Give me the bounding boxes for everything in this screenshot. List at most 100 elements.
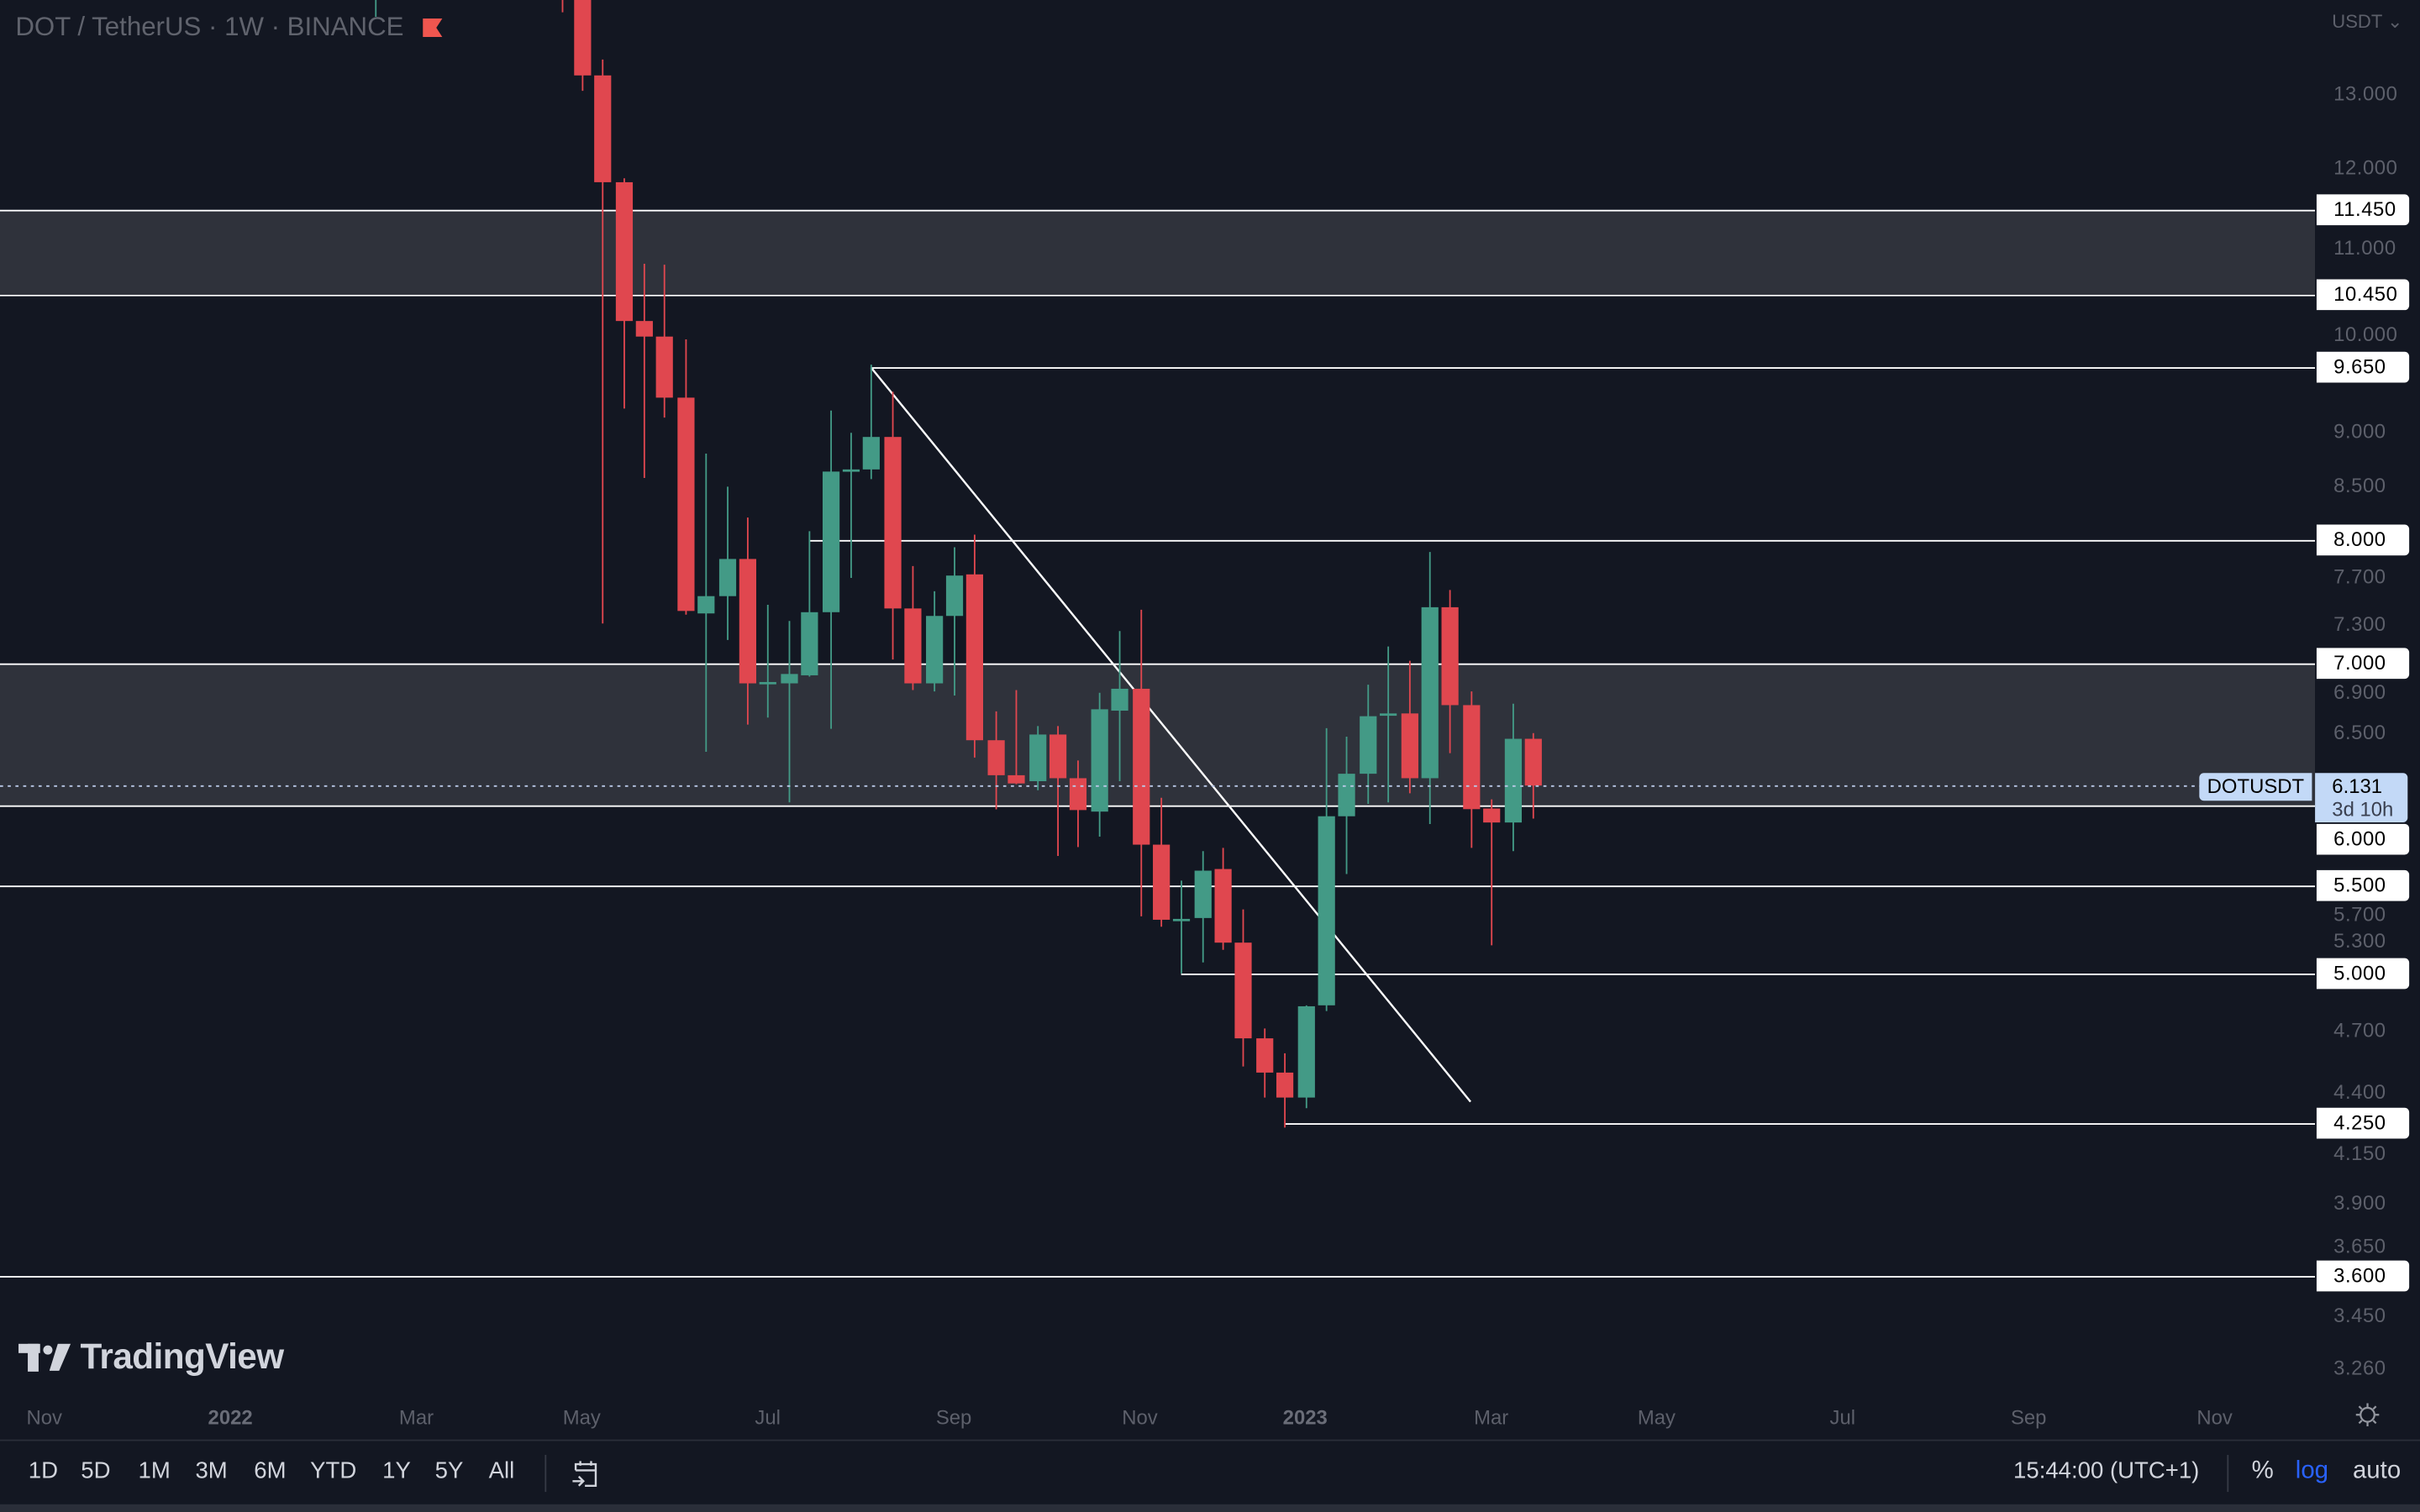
range-zone — [0, 663, 2316, 806]
tradingview-logo-icon — [18, 1342, 71, 1371]
candlestick-chart — [0, 0, 2316, 1278]
current-price-label: 6.131 3d 10h — [2315, 772, 2408, 822]
candle-body-up — [1338, 774, 1355, 816]
candle-body-down — [574, 0, 592, 76]
candle-body-up — [1421, 606, 1439, 779]
candle-body-down — [904, 608, 922, 684]
price-tick-label: 13.000 — [2333, 81, 2398, 105]
candle-body-down — [1401, 713, 1418, 779]
time-axis[interactable]: Nov 2022 Mar May Jul Sep Nov 2023 Mar May Jul Sep No… — [0, 1396, 2420, 1441]
time-tick-label: 2023 — [1282, 1405, 1328, 1429]
level-price-label: 4.250 — [2316, 1107, 2410, 1139]
candle-body-down — [1463, 705, 1481, 810]
bottom-strip — [0, 1504, 2420, 1512]
candle-body-up — [781, 674, 798, 684]
time-tick-label: Nov — [1122, 1405, 1158, 1429]
range-button-5d[interactable]: 5D — [81, 1457, 111, 1484]
time-tick-label: Jul — [1829, 1405, 1856, 1429]
candle-body-up — [1504, 738, 1523, 823]
candle-body-up — [1111, 688, 1128, 711]
range-button-1m[interactable]: 1M — [138, 1457, 171, 1484]
candle-body-up — [801, 612, 818, 675]
candle-body-up — [718, 559, 737, 596]
candle-body-up — [697, 596, 715, 614]
candle-body-up — [1091, 709, 1108, 812]
price-tick-label: 9.000 — [2333, 420, 2386, 444]
candle-body-down — [677, 397, 695, 612]
candle-body-up — [926, 616, 944, 684]
symbol-title: DOT / TetherUS · 1W · BINANCE — [15, 12, 404, 42]
range-button-all[interactable]: All — [488, 1457, 515, 1484]
price-tick-label: 8.500 — [2333, 472, 2386, 496]
gear-icon[interactable] — [2355, 1403, 2380, 1427]
time-tick-label: Jul — [755, 1405, 781, 1429]
calendar-goto-icon[interactable] — [571, 1458, 599, 1489]
candle-body-up — [759, 681, 776, 685]
price-tick-label: 5.300 — [2333, 928, 2386, 952]
level-price-label: 6.000 — [2316, 823, 2410, 855]
price-tick-label: 5.700 — [2333, 902, 2386, 927]
chart-legend: DOT / TetherUS · 1W · BINANCE — [15, 12, 443, 44]
log-scale-toggle[interactable]: log — [2295, 1457, 2329, 1484]
level-price-label: 8.000 — [2316, 524, 2410, 556]
price-tick-label: 4.700 — [2333, 1018, 2386, 1042]
candle-body-down — [594, 75, 612, 182]
bottom-toolbar: 1D 5D 1M 3M 6M YTD 1Y 5Y All 15:44:00 (UTC+1) % … — [0, 1441, 2420, 1504]
time-tick-label: 2022 — [208, 1405, 253, 1429]
candle-body-down — [655, 336, 673, 398]
candle-body-up — [842, 469, 860, 472]
candle-body-down — [1007, 774, 1025, 784]
candle-body-down — [1483, 808, 1501, 823]
tradingview-logo: TradingView — [18, 1336, 284, 1378]
candle-body-down — [635, 321, 653, 337]
candle-body-up — [1380, 713, 1397, 717]
time-tick-label: Nov — [2196, 1405, 2233, 1429]
time-tick-label: May — [1637, 1405, 1676, 1429]
range-button-1y[interactable]: 1Y — [382, 1457, 411, 1484]
range-button-1d[interactable]: 1D — [28, 1457, 59, 1484]
candle-body-down — [739, 559, 756, 684]
range-button-ytd[interactable]: YTD — [310, 1457, 357, 1484]
candle-body-up — [1360, 716, 1377, 774]
candle-body-up — [1318, 816, 1335, 1005]
chevron-down-icon: ⌄ — [2387, 10, 2403, 33]
price-tick-label: 3.900 — [2333, 1190, 2386, 1215]
chart-plot-area[interactable]: DOT / TetherUS · 1W · BINANCE TradingVie… — [0, 0, 2316, 1396]
price-tick-label: 12.000 — [2333, 155, 2398, 179]
range-button-5y[interactable]: 5Y — [434, 1457, 464, 1484]
candle-body-down — [1234, 942, 1252, 1039]
price-tick-label: 4.400 — [2333, 1079, 2386, 1103]
price-axis[interactable]: USDT ⌄ 13.000 12.000 11.000 10.000 9.000 8.50… — [2315, 0, 2420, 1396]
level-price-label: 5.500 — [2316, 869, 2410, 901]
current-price-value: 6.131 — [2332, 774, 2383, 797]
candle-body-down — [1256, 1038, 1274, 1073]
range-button-6m[interactable]: 6M — [254, 1457, 287, 1484]
time-tick-label: Mar — [398, 1405, 434, 1429]
level-price-label: 9.650 — [2316, 352, 2410, 383]
candle-body-up — [1297, 1005, 1315, 1098]
range-zone — [0, 209, 2316, 295]
price-tick-label: 7.700 — [2333, 564, 2386, 587]
range-button-3m[interactable]: 3M — [195, 1457, 228, 1484]
currency-selector[interactable]: USDT ⌄ — [2332, 11, 2402, 33]
level-price-label: 3.600 — [2316, 1260, 2410, 1292]
level-price-label: 5.000 — [2316, 958, 2410, 990]
red-flag-icon[interactable] — [422, 18, 443, 38]
auto-scale-toggle[interactable]: auto — [2352, 1457, 2402, 1484]
price-tick-label: 4.150 — [2333, 1141, 2386, 1165]
percent-scale-toggle[interactable]: % — [2251, 1457, 2274, 1484]
price-tick-label: 7.300 — [2333, 612, 2386, 637]
candle-body-up — [1172, 918, 1191, 921]
price-tick-label: 6.500 — [2333, 720, 2386, 743]
toolbar-divider — [2227, 1455, 2229, 1493]
price-tick-label: 10.000 — [2333, 323, 2398, 347]
level-price-label: 7.000 — [2316, 648, 2410, 680]
candle-body-down — [1049, 734, 1067, 779]
candle-body-up — [945, 575, 964, 617]
clock-timezone[interactable]: 15:44:00 (UTC+1) — [2013, 1457, 2200, 1484]
candle-body-down — [1524, 738, 1542, 786]
candle-body-down — [1441, 606, 1459, 706]
price-tick-label: 3.450 — [2333, 1304, 2386, 1327]
candle-body-down — [1153, 844, 1171, 920]
